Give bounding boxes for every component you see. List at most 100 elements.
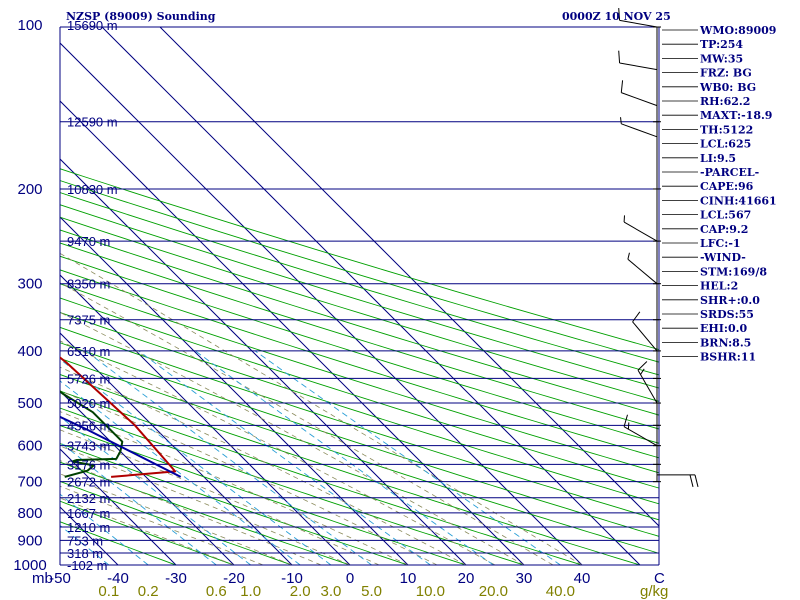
altitude-label: 1210 m (67, 520, 110, 535)
altitude-label: 2672 m (67, 475, 110, 490)
temperature-tick-label: 40 (574, 570, 591, 587)
altitude-label: 10830 m (67, 182, 118, 197)
temperature-tick-label: 10 (400, 570, 417, 587)
temperature-tick-label: -10 (281, 570, 303, 587)
temperature-tick-label: -30 (165, 570, 187, 587)
temperature-tick-label: -50 (49, 570, 71, 587)
stability-index-line: TP:254 (700, 38, 743, 51)
pressure-tick-label: 400 (17, 343, 42, 360)
stability-index-line: RH:62.2 (700, 95, 750, 108)
altitude-label: 15690 m (67, 18, 118, 33)
moist-adiabat-line (60, 445, 351, 565)
wind-barb-feather (618, 8, 621, 21)
wind-barb-feather (627, 252, 630, 260)
stability-index-line: -WIND- (700, 251, 746, 264)
dewpoint-profile-line (60, 390, 124, 478)
isotherm-line (60, 100, 525, 565)
moist-adiabat-line (60, 473, 293, 565)
moist-adiabat-line (60, 252, 583, 565)
stability-index-line: WB0: BG (699, 81, 756, 94)
wind-barb-shaft (623, 221, 658, 242)
stability-index-line: CAPE:96 (700, 180, 754, 193)
temperature-tick-label: 30 (516, 570, 533, 587)
stability-index-line: HEL:2 (700, 280, 738, 293)
wind-barb-feather (637, 361, 648, 371)
pressure-tick-label: 300 (17, 276, 42, 293)
temperature-tick-label: -40 (107, 570, 129, 587)
stability-index-line: MAXT:-18.9 (700, 109, 772, 122)
pressure-tick-label: 200 (17, 181, 42, 198)
mixing-ratio-unit-label: g/kg (640, 583, 668, 600)
stability-index-line: BRN:8.5 (700, 336, 751, 349)
mixing-ratio-label: 20.0 (479, 583, 508, 600)
stability-index-line: SHR+:0.0 (700, 294, 760, 307)
altitude-label: 5020 m (67, 396, 110, 411)
altitude-label: 12590 m (67, 115, 118, 130)
stability-index-line: LCL:567 (700, 209, 751, 222)
temperature-tick-label: 20 (458, 570, 475, 587)
isotherm-line (60, 42, 583, 565)
altitude-label: 753 m (67, 533, 103, 548)
isotherm-line (60, 274, 351, 565)
wind-barb-shaft (637, 369, 658, 404)
isotherm-line (60, 448, 177, 565)
pressure-tick-label: 800 (17, 505, 42, 522)
altitude-label: 4356 m (67, 418, 110, 433)
mixing-ratio-label: 10.0 (416, 583, 445, 600)
stability-index-line: LFC:-1 (700, 237, 741, 250)
chart-title: NZSP (89009) Sounding (66, 10, 216, 23)
altitude-label: -102 m (67, 558, 107, 573)
temperature-tick-label: 0 (346, 570, 354, 587)
altitude-label: 7375 m (67, 313, 110, 328)
chart-timestamp: 0000Z 10 NOV 25 (562, 10, 671, 23)
moist-adiabat-line (60, 429, 380, 565)
stability-index-line: FRZ: BG (700, 67, 752, 80)
mixing-ratio-label: 0.1 (98, 583, 119, 600)
stability-index-line: SRDS:55 (700, 308, 754, 321)
wind-barb-feather (640, 368, 645, 375)
wind-barb-shaft (621, 123, 658, 138)
wind-barb-feather (618, 50, 621, 64)
altitude-label: 5726 m (67, 371, 110, 386)
wind-barb-shaft (619, 19, 658, 28)
stability-index-line: BSHR:11 (700, 351, 756, 364)
wind-barb-feather (620, 117, 622, 124)
wind-barb-shaft (619, 62, 658, 71)
pressure-tick-label: 1000 (13, 557, 46, 574)
altitude-label: 8350 m (67, 277, 110, 292)
altitude-label: 3743 m (67, 439, 110, 454)
mixing-ratio-label: 3.0 (321, 583, 342, 600)
moist-adiabat-line (60, 485, 264, 565)
mixing-ratio-label: 1.0 (240, 583, 261, 600)
temperature-tick-label: -20 (223, 570, 245, 587)
moist-adiabat-line (60, 390, 438, 565)
altitude-label: 1667 m (67, 506, 110, 521)
pressure-tick-label: 500 (17, 395, 42, 412)
mixing-ratio-label: 0.2 (138, 583, 159, 600)
pressure-tick-label: 900 (17, 532, 42, 549)
stability-index-line: LI:9.5 (700, 152, 736, 165)
mixing-ratio-label: 40.0 (546, 583, 575, 600)
stability-index-line: -PARCEL- (700, 166, 759, 179)
wind-barb-shaft (621, 92, 658, 107)
stability-index-line: WMO:89009 (699, 24, 776, 37)
mixing-ratio-label: 5.0 (361, 583, 382, 600)
sounding-profiles (60, 356, 182, 478)
stability-index-line: MW:35 (700, 52, 743, 65)
wind-barb-shaft (627, 258, 658, 285)
mixing-ratio-label: 2.0 (290, 583, 311, 600)
pressure-tick-label: 100 (17, 17, 42, 34)
wind-barb-feather (694, 474, 699, 488)
temperature-profile-line (60, 356, 177, 478)
pressure-tick-label: 600 (17, 438, 42, 455)
stability-index-line: CINH:41661 (700, 194, 777, 207)
isotherm-line (101, 27, 641, 565)
stability-index-line: TH:5122 (700, 123, 753, 136)
wind-barb-feather (689, 474, 694, 488)
moist-adiabat-line (60, 497, 235, 565)
isotherm-line (60, 158, 467, 565)
parcel-profile-line (60, 415, 182, 478)
